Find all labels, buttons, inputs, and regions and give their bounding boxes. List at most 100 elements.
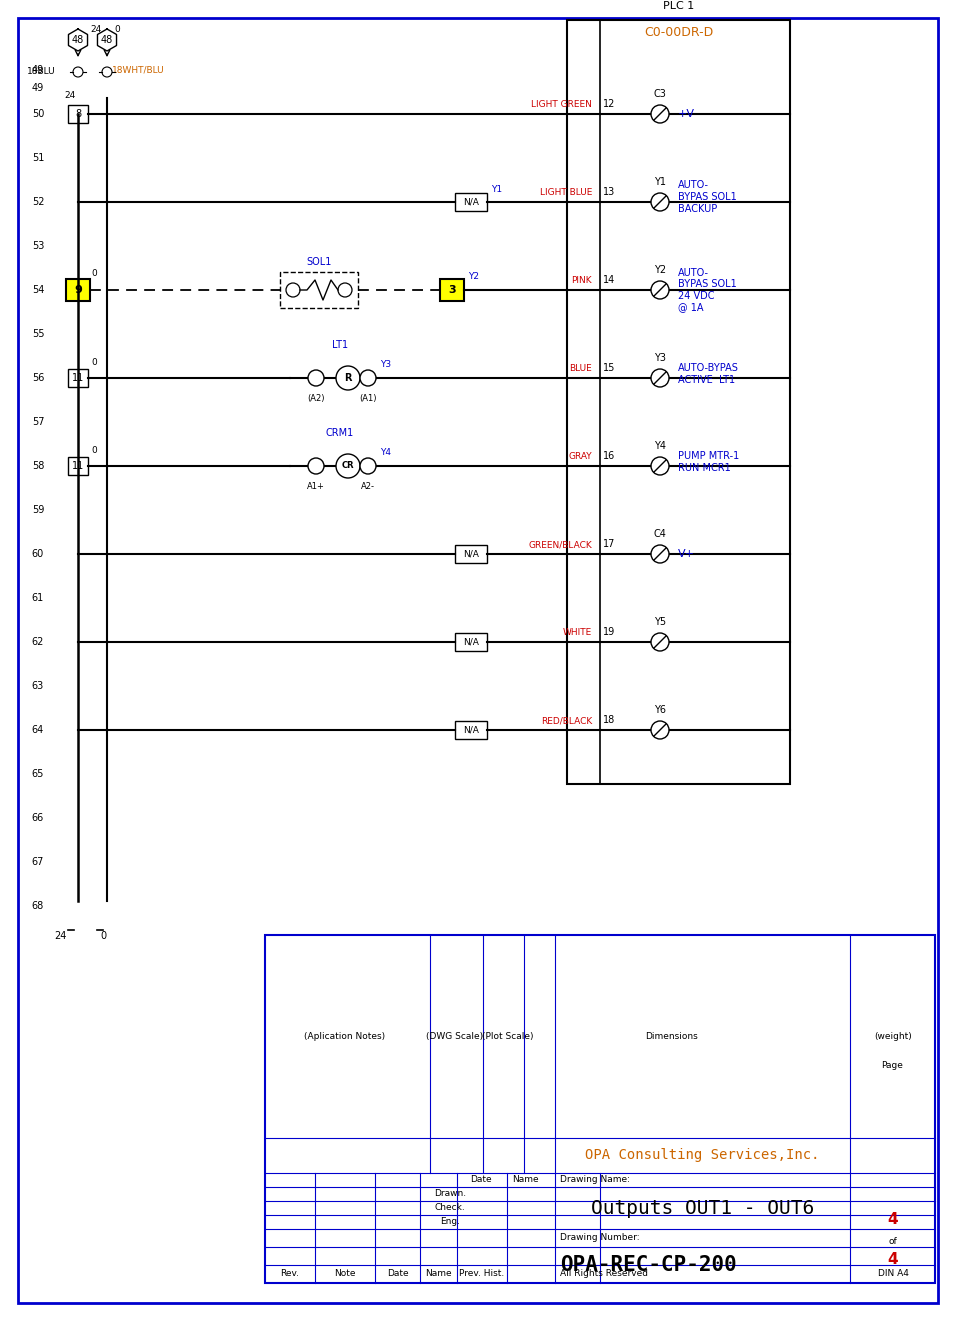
- Text: CR: CR: [341, 461, 355, 470]
- Text: N/A: N/A: [463, 550, 479, 559]
- Text: 15: 15: [603, 363, 616, 373]
- Text: 57: 57: [32, 417, 44, 427]
- Circle shape: [651, 721, 669, 738]
- Text: PLC 1: PLC 1: [663, 1, 694, 11]
- Text: Y4: Y4: [654, 441, 666, 450]
- Text: A2-: A2-: [361, 482, 375, 491]
- Text: Y2: Y2: [654, 266, 666, 275]
- Circle shape: [651, 281, 669, 299]
- Text: 12: 12: [603, 99, 616, 110]
- Text: of: of: [888, 1238, 897, 1247]
- FancyBboxPatch shape: [66, 279, 90, 301]
- Text: GREEN/BLACK: GREEN/BLACK: [529, 540, 592, 550]
- Text: 62: 62: [32, 637, 44, 647]
- FancyBboxPatch shape: [455, 721, 487, 738]
- Circle shape: [308, 370, 324, 386]
- Text: SOL1: SOL1: [306, 258, 332, 267]
- Text: 52: 52: [32, 197, 44, 207]
- Text: 50: 50: [32, 110, 44, 119]
- Text: Date: Date: [386, 1269, 408, 1279]
- Text: Y1: Y1: [491, 185, 502, 194]
- Text: 18: 18: [603, 715, 616, 725]
- Text: 0: 0: [91, 269, 97, 277]
- Circle shape: [651, 104, 669, 123]
- Text: (weight): (weight): [874, 1032, 912, 1041]
- Text: 67: 67: [32, 857, 44, 867]
- Text: 56: 56: [32, 373, 44, 383]
- Text: 63: 63: [32, 682, 44, 691]
- Text: Y5: Y5: [654, 617, 666, 627]
- Text: 19: 19: [603, 627, 616, 637]
- Text: Drawn.: Drawn.: [434, 1189, 467, 1198]
- Text: Note: Note: [335, 1269, 356, 1279]
- FancyBboxPatch shape: [18, 18, 938, 1303]
- Circle shape: [338, 283, 352, 297]
- Text: N/A: N/A: [463, 725, 479, 734]
- Text: Eng.: Eng.: [440, 1218, 460, 1226]
- Text: Y1: Y1: [654, 177, 666, 188]
- FancyBboxPatch shape: [280, 272, 358, 308]
- Text: All Rights Reserved: All Rights Reserved: [560, 1269, 648, 1279]
- Text: LT1: LT1: [332, 339, 348, 350]
- Text: WHITE: WHITE: [563, 627, 592, 637]
- Circle shape: [360, 458, 376, 474]
- Text: Date: Date: [470, 1176, 491, 1185]
- FancyBboxPatch shape: [68, 104, 88, 123]
- Text: RED/BLACK: RED/BLACK: [541, 716, 592, 725]
- Text: CRM1: CRM1: [326, 428, 354, 439]
- Text: 68: 68: [32, 901, 44, 911]
- Circle shape: [651, 633, 669, 651]
- Text: 55: 55: [32, 329, 44, 339]
- Text: 18WHT/BLU: 18WHT/BLU: [112, 66, 164, 74]
- Text: Dimensions: Dimensions: [645, 1032, 698, 1041]
- Text: 49: 49: [32, 65, 44, 75]
- Text: 24: 24: [54, 931, 66, 941]
- FancyBboxPatch shape: [265, 935, 935, 1283]
- Text: 59: 59: [32, 505, 44, 515]
- Circle shape: [286, 283, 300, 297]
- Circle shape: [651, 546, 669, 563]
- Text: PINK: PINK: [572, 276, 592, 285]
- Text: Drawing Number:: Drawing Number:: [560, 1234, 640, 1243]
- Text: 3: 3: [448, 285, 456, 295]
- Text: (A2): (A2): [307, 394, 325, 403]
- FancyBboxPatch shape: [455, 193, 487, 211]
- Text: (Aplication Notes): (Aplication Notes): [304, 1032, 385, 1041]
- FancyBboxPatch shape: [455, 633, 487, 651]
- Text: 64: 64: [32, 725, 44, 734]
- Text: 0: 0: [91, 446, 97, 454]
- Text: Name: Name: [425, 1269, 452, 1279]
- Text: Rev.: Rev.: [280, 1269, 299, 1279]
- Text: N/A: N/A: [463, 198, 479, 206]
- Text: BLUE: BLUE: [569, 365, 592, 373]
- Text: 0: 0: [100, 931, 106, 941]
- Text: AUTO-BYPAS
ACTIVE  LT1: AUTO-BYPAS ACTIVE LT1: [678, 363, 739, 384]
- FancyBboxPatch shape: [440, 279, 464, 301]
- FancyBboxPatch shape: [567, 20, 790, 783]
- Text: 48: 48: [72, 34, 84, 45]
- Text: Prev. Hist.: Prev. Hist.: [460, 1269, 505, 1279]
- Text: C3: C3: [654, 89, 666, 99]
- Text: Name: Name: [511, 1176, 538, 1185]
- Text: Y4: Y4: [380, 448, 391, 457]
- Text: (DWG Scale): (DWG Scale): [426, 1032, 484, 1041]
- Text: OPA-REC-CP-200: OPA-REC-CP-200: [560, 1255, 737, 1275]
- Text: (A1): (A1): [359, 394, 377, 403]
- FancyBboxPatch shape: [68, 369, 88, 387]
- Text: Page: Page: [881, 1062, 903, 1070]
- Text: 49: 49: [32, 83, 44, 92]
- Circle shape: [336, 366, 360, 390]
- FancyBboxPatch shape: [68, 457, 88, 476]
- Text: 13: 13: [603, 188, 616, 197]
- Text: 60: 60: [32, 550, 44, 559]
- Text: Y2: Y2: [468, 272, 479, 281]
- Text: AUTO-
BYPAS SOL1
24 VDC
@ 1A: AUTO- BYPAS SOL1 24 VDC @ 1A: [678, 268, 737, 312]
- Circle shape: [651, 457, 669, 476]
- Circle shape: [102, 67, 112, 77]
- Text: 4: 4: [887, 1211, 898, 1226]
- Text: 11: 11: [72, 373, 84, 383]
- Text: Outputs OUT1 - OUT6: Outputs OUT1 - OUT6: [591, 1198, 815, 1218]
- Text: (Plot Scale): (Plot Scale): [482, 1032, 533, 1041]
- Text: 8: 8: [75, 110, 81, 119]
- Text: Y6: Y6: [654, 705, 666, 715]
